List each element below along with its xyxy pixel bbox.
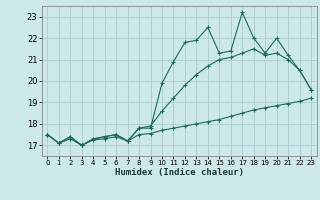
X-axis label: Humidex (Indice chaleur): Humidex (Indice chaleur) (115, 168, 244, 177)
